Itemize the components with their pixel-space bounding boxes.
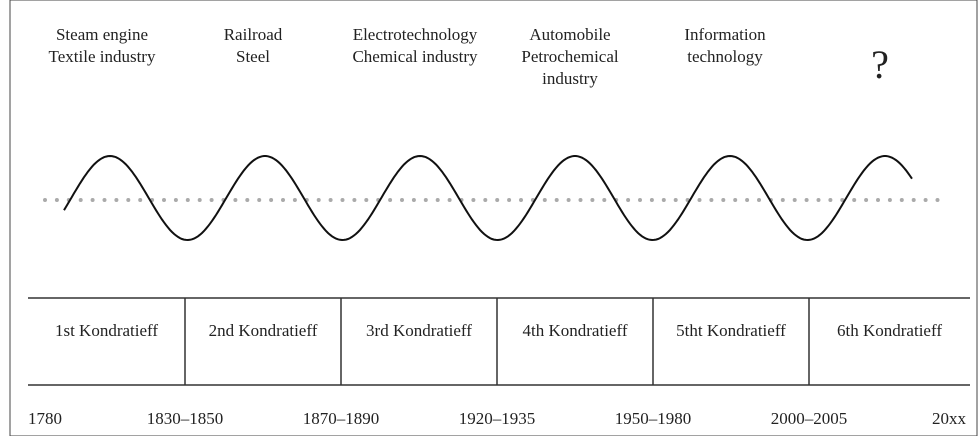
date-label: 1950–1980 — [615, 409, 692, 428]
technology-label: Information — [684, 25, 766, 44]
technology-label: ? — [871, 42, 889, 87]
date-label: 1870–1890 — [303, 409, 380, 428]
technology-label: Chemical industry — [352, 47, 478, 66]
date-label: 1780 — [28, 409, 62, 428]
technology-label: Steel — [236, 47, 270, 66]
technology-label: technology — [687, 47, 763, 66]
date-label: 1830–1850 — [147, 409, 224, 428]
kondratieff-label: 3rd Kondratieff — [366, 321, 472, 340]
technology-label: Steam engine — [56, 25, 148, 44]
technology-label: Textile industry — [49, 47, 156, 66]
technology-label: Automobile — [529, 25, 610, 44]
kondratieff-label: 1st Kondratieff — [55, 321, 158, 340]
date-label: 20xx — [932, 409, 967, 428]
kondratieff-label: 6th Kondratieff — [837, 321, 942, 340]
technology-label: Railroad — [224, 25, 283, 44]
frame — [9, 0, 978, 436]
date-label: 1920–1935 — [459, 409, 536, 428]
kondratieff-label: 2nd Kondratieff — [209, 321, 318, 340]
technology-label: Electrotechnology — [353, 25, 478, 44]
kondratieff-label: 4th Kondratieff — [523, 321, 628, 340]
technology-label: industry — [542, 69, 598, 88]
date-label: 2000–2005 — [771, 409, 848, 428]
kondratieff-label: 5tht Kondratieff — [676, 321, 786, 340]
technology-label: Petrochemical — [521, 47, 619, 66]
wave — [63, 154, 913, 242]
